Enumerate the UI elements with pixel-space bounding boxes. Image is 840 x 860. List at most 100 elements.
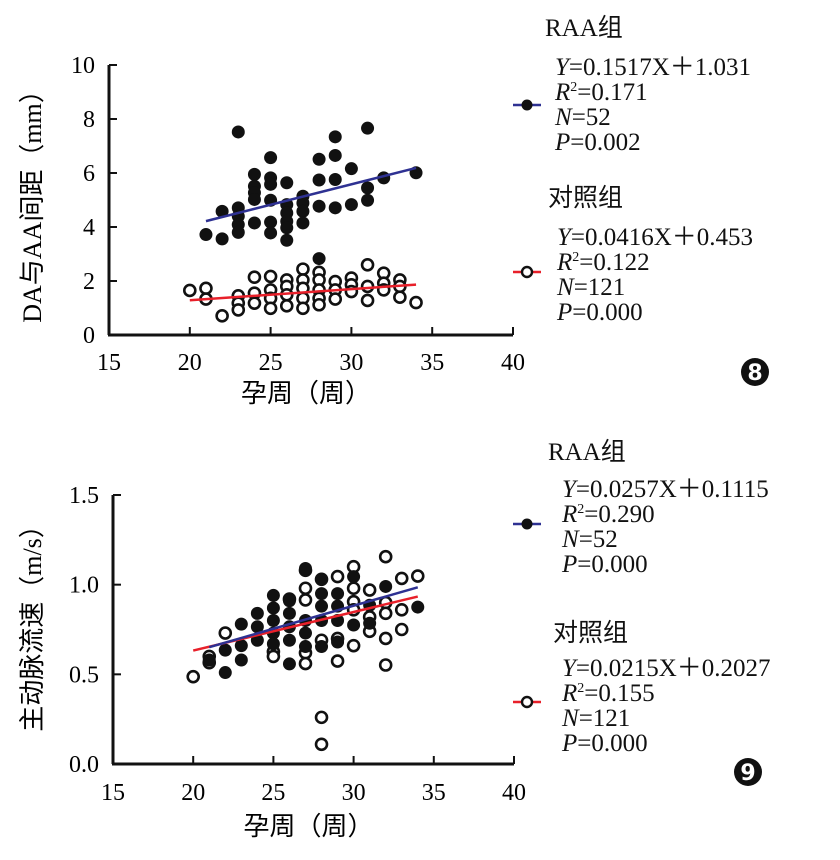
x-tick-label: 20 bbox=[181, 780, 205, 806]
data-point-control bbox=[218, 626, 233, 640]
y-tick-label: 0 bbox=[83, 323, 95, 349]
data-point-control bbox=[360, 293, 375, 308]
data-point-control bbox=[393, 290, 407, 305]
data-point-raa bbox=[231, 125, 245, 139]
data-point-control bbox=[247, 270, 262, 285]
data-point-control bbox=[328, 292, 343, 306]
data-point-control bbox=[394, 622, 409, 637]
data-point-raa bbox=[296, 204, 310, 218]
data-point-raa bbox=[264, 177, 278, 191]
data-point-control bbox=[362, 583, 377, 597]
data-point-control bbox=[186, 669, 200, 684]
data-point-control bbox=[199, 281, 213, 296]
data-point-raa bbox=[331, 587, 345, 601]
data-point-raa bbox=[328, 201, 342, 215]
data-point-raa bbox=[312, 199, 326, 213]
panel-badge-label: 8 bbox=[747, 361, 762, 386]
x-tick-label: 25 bbox=[259, 350, 283, 376]
legend-stats-raa-top: Y=0.1517X＋1.031 R2=0.171 N=52 P=0.002 bbox=[555, 55, 751, 155]
data-point-control bbox=[183, 283, 197, 298]
x-tick-label: 25 bbox=[261, 780, 285, 806]
y-axis-title: DA与AA间距（mm） bbox=[18, 77, 47, 323]
data-point-raa bbox=[331, 635, 345, 649]
data-point-raa bbox=[363, 616, 377, 630]
y-tick-label: 1.0 bbox=[69, 573, 99, 599]
data-point-raa bbox=[247, 167, 261, 181]
data-point-control bbox=[378, 606, 393, 621]
data-point-raa bbox=[266, 588, 280, 602]
data-point-raa bbox=[361, 121, 375, 135]
stat-p: P=0.000 bbox=[562, 551, 648, 578]
y-tick-label: 6 bbox=[83, 161, 95, 187]
legend-marker-open-circle bbox=[520, 265, 534, 279]
stat-n: N=52 bbox=[562, 526, 618, 553]
legend-stats-control-bottom: Y=0.0215X＋0.2027 R2=0.155 N=121 P=0.000 bbox=[562, 656, 771, 756]
data-point-control bbox=[346, 581, 361, 596]
y-tick-label: 4 bbox=[83, 215, 95, 241]
fit-line-raa bbox=[208, 586, 419, 649]
stat-p: P=0.000 bbox=[557, 299, 643, 326]
data-point-control bbox=[360, 279, 375, 294]
x-tick-label: 35 bbox=[420, 350, 444, 376]
legend-stats-raa-bottom: Y=0.0257X＋0.1115 R2=0.290 N=52 P=0.000 bbox=[562, 477, 769, 577]
stat-n: N=52 bbox=[555, 104, 611, 131]
legend-title-control-top: 对照组 bbox=[548, 185, 624, 212]
legend-marker-filled-circle bbox=[521, 99, 533, 111]
data-point-control bbox=[330, 654, 345, 668]
data-point-control bbox=[410, 569, 425, 583]
data-point-control bbox=[394, 571, 409, 586]
data-point-control bbox=[215, 309, 229, 323]
stat-n: N=121 bbox=[562, 705, 631, 732]
data-point-control bbox=[298, 656, 313, 671]
data-point-raa bbox=[347, 618, 361, 632]
x-tick-label: 30 bbox=[339, 350, 363, 376]
data-point-raa bbox=[315, 587, 329, 601]
data-point-raa bbox=[315, 599, 329, 613]
data-point-raa bbox=[312, 173, 326, 187]
stat-equation: Y=0.1517X＋1.031 bbox=[555, 54, 752, 81]
data-point-raa bbox=[344, 198, 358, 212]
data-point-control bbox=[378, 658, 393, 672]
panel-badge-label: 9 bbox=[740, 761, 755, 786]
data-point-control bbox=[247, 296, 262, 310]
panel-badge bbox=[741, 358, 769, 386]
stat-equation: Y=0.0257X＋0.1115 bbox=[562, 476, 769, 503]
data-point-raa bbox=[315, 640, 329, 654]
panel-badge bbox=[734, 758, 762, 786]
x-tick-label: 20 bbox=[178, 350, 202, 376]
stat-equation: Y=0.0416X＋0.453 bbox=[557, 224, 754, 251]
data-point-raa bbox=[215, 232, 229, 246]
data-point-control bbox=[263, 301, 278, 316]
stat-equation: Y=0.0215X＋0.2027 bbox=[562, 655, 771, 682]
y-tick-label: 0.0 bbox=[69, 752, 99, 778]
data-point-control bbox=[312, 297, 326, 312]
legend-title-raa-bottom: RAA组 bbox=[548, 439, 626, 466]
data-point-raa bbox=[312, 152, 326, 166]
data-point-raa bbox=[379, 579, 393, 593]
data-point-control bbox=[263, 269, 278, 284]
data-point-control bbox=[314, 737, 329, 752]
data-point-control bbox=[296, 301, 310, 316]
data-point-raa bbox=[264, 215, 278, 229]
data-point-control bbox=[231, 303, 246, 317]
data-point-raa bbox=[234, 653, 248, 667]
data-point-raa bbox=[202, 653, 216, 667]
chart-panel-9: 15 20 25 30 35 40 0.0 0.5 1.0 1.5 孕周（周） 主动脉流速（m/s） 9 bbox=[18, 483, 762, 841]
stat-r2: R2=0.290 bbox=[562, 501, 655, 528]
data-point-raa bbox=[328, 130, 342, 144]
stat-r2: R2=0.171 bbox=[555, 79, 648, 106]
data-point-raa bbox=[312, 252, 326, 266]
x-tick-label: 15 bbox=[101, 780, 125, 806]
x-axis-title: 孕周（周） bbox=[241, 379, 371, 408]
data-point-raa bbox=[315, 572, 329, 586]
data-point-raa bbox=[266, 601, 280, 615]
data-point-control bbox=[346, 638, 361, 653]
legend-marker-open-circle bbox=[520, 695, 534, 709]
data-point-control bbox=[330, 569, 345, 584]
data-point-raa bbox=[298, 640, 312, 654]
data-point-raa bbox=[218, 643, 232, 657]
data-point-control bbox=[394, 602, 409, 617]
x-tick-label: 15 bbox=[97, 350, 121, 376]
